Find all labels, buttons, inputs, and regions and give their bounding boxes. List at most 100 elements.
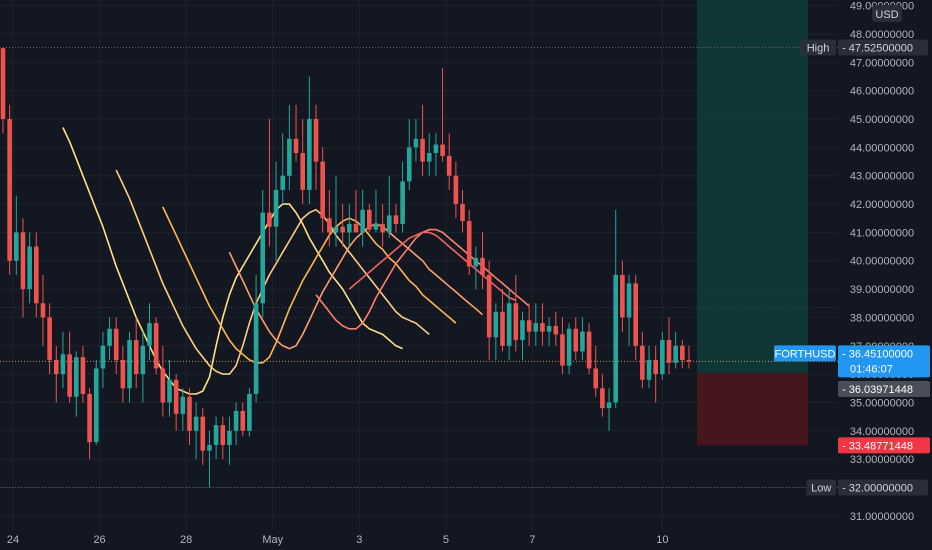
candle-body	[560, 334, 565, 366]
candle-body	[360, 209, 365, 233]
candle	[493, 303, 499, 360]
candle	[646, 345, 652, 389]
candle	[393, 204, 399, 233]
candle-body	[526, 320, 532, 332]
price-tags: High - 47.52500000 Low - 32.00000000 FORTHUS…	[774, 39, 930, 496]
last-price-tag: FORTHUSD - 36.45100000 01:46:07	[774, 345, 930, 378]
candle	[7, 104, 12, 275]
loss-zone	[697, 372, 808, 446]
y-tick-label: 40.00000000	[850, 256, 914, 268]
candle-body	[127, 340, 132, 389]
y-tick-label: 44.00000000	[850, 142, 914, 154]
candle-body	[660, 340, 665, 375]
candle-body	[586, 331, 592, 369]
candle	[0, 48, 6, 134]
position-zones	[697, 0, 808, 446]
currency-label: USD	[875, 9, 898, 21]
candle-body	[333, 226, 339, 233]
candle	[167, 359, 172, 417]
candle-body	[200, 416, 206, 451]
candle-body	[493, 311, 499, 338]
stop-tag: - 33.48771448	[838, 437, 930, 454]
profit-zone	[697, 0, 808, 373]
y-tick-label: 42.00000000	[850, 199, 914, 211]
candle	[93, 359, 99, 445]
y-tick-label: 41.00000000	[850, 227, 914, 239]
candle	[513, 274, 519, 352]
candle	[187, 388, 192, 445]
y-tick-label: 47.00000000	[850, 57, 914, 69]
candle	[333, 175, 339, 247]
ribbon-line-2	[115, 169, 430, 375]
candle-body	[473, 257, 479, 267]
candle	[160, 345, 166, 417]
candle-body	[673, 345, 678, 363]
ribbon-line-4	[228, 223, 484, 350]
candle-body	[640, 345, 645, 380]
candle	[653, 345, 658, 403]
candle	[34, 232, 39, 318]
candle-body	[626, 283, 632, 318]
candle	[453, 161, 459, 219]
candle	[193, 402, 199, 460]
low-value: - 32.00000000	[842, 482, 913, 494]
candle-body	[67, 354, 72, 397]
y-tick-label: 46.00000000	[850, 86, 914, 98]
candle-body	[600, 388, 605, 409]
candle-body	[180, 396, 186, 414]
candle	[213, 416, 219, 460]
candle-body	[313, 119, 319, 162]
candle	[153, 317, 159, 375]
candle-body	[0, 48, 6, 120]
candle-body	[446, 155, 452, 176]
candle	[60, 331, 66, 389]
candle	[613, 209, 619, 409]
candle	[240, 402, 246, 437]
candle	[53, 345, 59, 403]
candle	[386, 175, 392, 239]
candle	[406, 119, 412, 190]
candle	[327, 189, 332, 247]
candle-body	[573, 328, 579, 352]
candle	[73, 351, 79, 417]
candle-body	[466, 221, 472, 267]
time-axis[interactable]: 24 26 28 May 3 5 7 10	[7, 534, 669, 546]
candle	[400, 161, 405, 233]
candle-body	[553, 325, 559, 335]
candle-body	[307, 119, 312, 190]
candle	[67, 331, 72, 403]
candle	[633, 274, 638, 360]
high-label: High	[807, 42, 830, 54]
candle-body	[546, 325, 552, 332]
candle-body	[27, 246, 32, 290]
candle-body	[160, 368, 166, 403]
candle	[127, 331, 132, 403]
candle-body	[47, 317, 52, 360]
candle	[506, 289, 512, 360]
y-tick-label: 35.00000000	[850, 397, 914, 409]
candle-body	[100, 345, 106, 369]
candle-body	[300, 153, 305, 190]
x-tick-label: May	[262, 534, 283, 546]
currency-badge[interactable]: USD	[872, 5, 902, 22]
candle	[433, 133, 439, 176]
y-tick-label: 39.00000000	[850, 284, 914, 296]
stop-value-bg	[838, 437, 930, 454]
candle-body	[580, 331, 585, 352]
candle-body	[486, 274, 492, 338]
candle-body	[426, 153, 432, 162]
candle	[367, 204, 372, 233]
candle-body	[207, 444, 212, 451]
candle-body	[620, 274, 625, 318]
candle	[120, 345, 126, 403]
candle	[133, 317, 139, 389]
candle-body	[40, 303, 46, 318]
ribbon-line-1	[62, 127, 403, 395]
candle	[680, 340, 685, 369]
last-price-bg	[838, 345, 930, 378]
candle-body	[14, 232, 19, 261]
candle-body	[233, 410, 239, 431]
candle-body	[247, 393, 252, 431]
candle	[620, 260, 625, 332]
